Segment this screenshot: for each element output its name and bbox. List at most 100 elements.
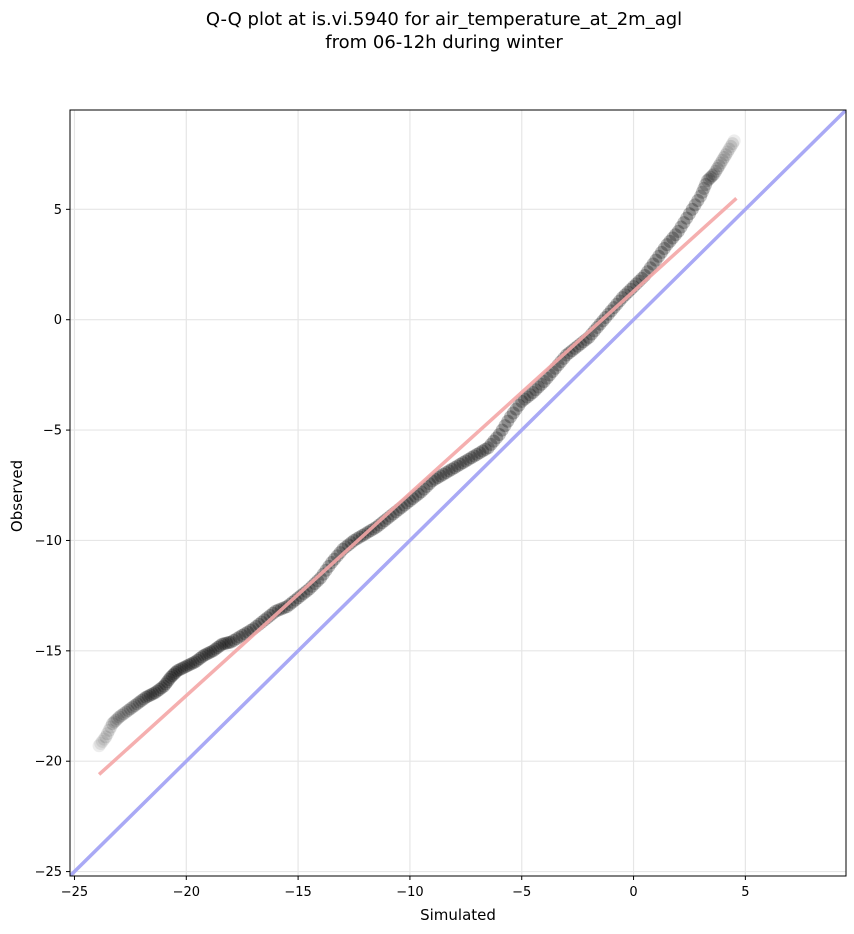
qq-point (719, 148, 733, 162)
qq-point (288, 593, 302, 607)
qq-point (148, 686, 162, 700)
qq-point (170, 664, 184, 678)
qq-point (484, 437, 498, 451)
y-tick-label: −10 (35, 534, 62, 549)
qq-point (704, 170, 718, 184)
qq-point (173, 663, 187, 677)
qq-point (504, 410, 518, 424)
qq-point (462, 452, 476, 466)
qq-point (202, 646, 216, 660)
qq-point (217, 637, 231, 651)
qq-point (208, 642, 222, 656)
qq-point (313, 571, 327, 585)
qq-point (691, 194, 705, 208)
qq-point (559, 348, 573, 362)
qq-point (114, 708, 128, 722)
qq-point (92, 739, 106, 753)
qq-point (146, 687, 160, 701)
qq-point (152, 682, 166, 696)
qq-point (222, 636, 236, 650)
qq-point (130, 697, 144, 711)
qq-point (431, 471, 445, 485)
qq-point (105, 717, 119, 731)
qq-point (652, 249, 666, 263)
qq-point (188, 655, 202, 669)
qq-point (369, 520, 383, 534)
qq-point (206, 644, 220, 658)
qq-point (712, 159, 726, 173)
qq-point (453, 457, 467, 471)
qq-point (111, 712, 125, 726)
qq-point (459, 454, 473, 468)
qq-point (512, 398, 526, 412)
y-tick-label: −5 (43, 424, 62, 439)
qq-point (99, 730, 113, 744)
qq-point (144, 688, 158, 702)
qq-point (186, 656, 200, 670)
qq-point (674, 220, 688, 234)
qq-point (714, 156, 728, 170)
qq-point (715, 153, 729, 167)
qq-point (529, 383, 543, 397)
qq-point (167, 667, 181, 681)
qq-point (102, 723, 116, 737)
qq-point (456, 456, 470, 470)
qq-point (615, 291, 629, 305)
qq-point (286, 595, 300, 609)
qq-point (135, 694, 149, 708)
qq-point (720, 145, 734, 159)
qq-point (126, 700, 140, 714)
x-tick-label: −25 (61, 885, 88, 900)
qq-point (137, 692, 151, 706)
qq-point (470, 447, 484, 461)
qq-point (177, 660, 191, 674)
qq-point (165, 669, 179, 683)
qq-point (204, 645, 218, 659)
qq-point (515, 394, 529, 408)
qq-point (182, 658, 196, 672)
x-axis-ticks: −25 −20 −15 −10 −5 0 5 (61, 876, 750, 900)
qq-point (211, 641, 225, 655)
qq-point (436, 467, 450, 481)
qq-point (179, 659, 193, 673)
qq-point (726, 137, 740, 151)
qq-point (224, 635, 238, 649)
x-tick-label: −20 (173, 885, 200, 900)
qq-point (175, 661, 189, 675)
qq-point (532, 380, 546, 394)
qq-point (657, 242, 671, 256)
x-tick-label: −5 (512, 885, 531, 900)
y-tick-label: −25 (35, 865, 62, 880)
qq-point (157, 679, 171, 693)
qq-point (112, 710, 126, 724)
qq-point (613, 294, 627, 308)
qq-point (213, 639, 227, 653)
qq-point (478, 442, 492, 456)
x-tick-label: 0 (629, 885, 637, 900)
qq-point (590, 320, 604, 334)
chart-title-line-1: Q-Q plot at is.vi.5940 for air_temperatu… (206, 9, 682, 30)
qq-point (655, 245, 669, 259)
qq-point (724, 139, 738, 153)
qq-point (487, 434, 501, 448)
chart-title-line-2: from 06-12h during winter (325, 32, 563, 53)
qq-point (109, 713, 123, 727)
qq-point (467, 449, 481, 463)
identity-line (70, 110, 846, 876)
qq-point (694, 189, 708, 203)
qq-point (565, 344, 579, 358)
qq-point (649, 253, 663, 267)
qq-point (94, 737, 108, 751)
qq-point (155, 681, 169, 695)
x-tick-label: 5 (741, 885, 749, 900)
qq-point (526, 386, 540, 400)
qq-point (498, 419, 512, 433)
qq-point (107, 715, 121, 729)
qq-point (128, 698, 142, 712)
qq-point (702, 172, 716, 186)
qq-point (509, 402, 523, 416)
qq-point (473, 446, 487, 460)
qq-point (160, 675, 174, 689)
qq-point (162, 673, 176, 687)
